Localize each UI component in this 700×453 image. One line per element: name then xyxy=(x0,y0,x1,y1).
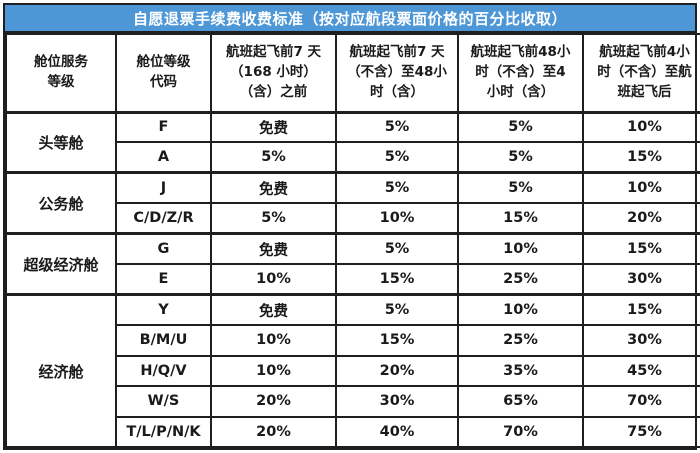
column-header-service-class: 舱位服务 等级 xyxy=(5,33,117,113)
column-header-before-7d: 航班起飞前7 天 （168 小时） （含）之前 xyxy=(210,33,337,113)
fee-cell: 10% xyxy=(457,293,584,327)
table-row: T/L/P/N/K 20% 40% 70% 75% xyxy=(6,415,700,449)
fare-code-cell: F xyxy=(115,110,212,144)
fare-code-cell: C/D/Z/R xyxy=(115,202,212,235)
fee-cell: 5% xyxy=(457,141,584,174)
fee-cell: 65% xyxy=(457,385,584,418)
column-header-within-4h: 航班起飞前4小 时（不含）至航 班起飞后 xyxy=(582,33,700,113)
fee-cell: 5% xyxy=(210,202,337,235)
fee-cell: 20% xyxy=(210,415,337,449)
fee-cell: 35% xyxy=(457,354,584,388)
fee-cell: 45% xyxy=(582,354,700,388)
fare-code-cell: G xyxy=(115,232,212,266)
fee-cell: 15% xyxy=(335,324,459,357)
fare-code-cell: T/L/P/N/K xyxy=(115,415,212,449)
cabin-class-cell: 超级经济舱 xyxy=(5,232,117,296)
table-row: 超级经济舱 G 免费 5% 10% 15% xyxy=(5,232,700,296)
fee-cell: 15% xyxy=(335,263,459,296)
fee-cell: 5% xyxy=(335,171,459,205)
table-row: E 10% 15% 25% 30% xyxy=(6,263,700,296)
fare-code-cell: B/M/U xyxy=(115,324,212,357)
fee-cell: 免费 xyxy=(210,293,337,327)
refund-fee-table: 舱位服务 等级 舱位等级 代码 航班起飞前7 天 （168 小时） （含）之前 … xyxy=(5,33,700,449)
fee-cell: 免费 xyxy=(210,232,337,266)
column-header-48h-to-4h: 航班起飞前48小 时（不含）至4 小时（含） xyxy=(457,33,584,113)
fee-cell: 25% xyxy=(457,263,584,296)
fee-cell: 20% xyxy=(582,202,700,235)
table-row: 头等舱 F 免费 5% 5% 10% xyxy=(5,110,700,174)
fee-cell: 10% xyxy=(335,202,459,235)
table-header-row: 舱位服务 等级 舱位等级 代码 航班起飞前7 天 （168 小时） （含）之前 … xyxy=(5,33,700,113)
fare-code-cell: A xyxy=(115,141,212,174)
fee-cell: 10% xyxy=(582,110,700,144)
fee-cell: 5% xyxy=(210,141,337,174)
fare-code-cell: W/S xyxy=(115,385,212,418)
fee-cell: 免费 xyxy=(210,110,337,144)
fee-cell: 5% xyxy=(457,110,584,144)
fee-cell: 15% xyxy=(582,141,700,174)
cabin-class-cell: 经济舱 xyxy=(5,293,117,449)
fee-cell: 5% xyxy=(335,293,459,327)
table-row: C/D/Z/R 5% 10% 15% 20% xyxy=(6,202,700,235)
cabin-class-cell: 公务舱 xyxy=(5,171,117,235)
fee-cell: 15% xyxy=(457,202,584,235)
fee-cell: 30% xyxy=(582,263,700,296)
fee-cell: 15% xyxy=(582,232,700,266)
table-row: A 5% 5% 5% 15% xyxy=(6,141,700,174)
cabin-class-cell: 头等舱 xyxy=(5,110,117,174)
fee-cell: 免费 xyxy=(210,171,337,205)
table-outer-frame: 自愿退票手续费收费标准（按对应航段票面价格的百分比收取） 舱位服务 等级 舱位等… xyxy=(3,3,700,450)
table-row: W/S 20% 30% 65% 70% xyxy=(6,385,700,418)
fare-code-cell: J xyxy=(115,171,212,205)
table-row: H/Q/V 10% 20% 35% 45% xyxy=(6,354,700,388)
fee-cell: 30% xyxy=(582,324,700,357)
column-header-7d-to-48h: 航班起飞前7 天 （不含）至48小 时（含） xyxy=(335,33,459,113)
fee-cell: 10% xyxy=(210,324,337,357)
fee-cell: 10% xyxy=(457,232,584,266)
table-row: 经济舱 Y 免费 5% 10% 15% xyxy=(5,293,700,449)
fee-cell: 5% xyxy=(335,232,459,266)
table-title: 自愿退票手续费收费标准（按对应航段票面价格的百分比收取） xyxy=(5,5,695,33)
fee-cell: 30% xyxy=(335,385,459,418)
fee-cell: 10% xyxy=(210,354,337,388)
fee-cell: 10% xyxy=(210,263,337,296)
fare-code-cell: H/Q/V xyxy=(115,354,212,388)
fee-cell: 25% xyxy=(457,324,584,357)
fee-cell: 15% xyxy=(582,293,700,327)
fee-cell: 10% xyxy=(582,171,700,205)
fare-code-cell: Y xyxy=(115,293,212,327)
fee-cell: 5% xyxy=(335,110,459,144)
fare-code-cell: E xyxy=(115,263,212,296)
fee-cell: 5% xyxy=(457,171,584,205)
table-row: 公务舱 J 免费 5% 5% 10% xyxy=(5,171,700,235)
fee-cell: 20% xyxy=(210,385,337,418)
fee-cell: 75% xyxy=(582,415,700,449)
fee-cell: 70% xyxy=(582,385,700,418)
fee-cell: 20% xyxy=(335,354,459,388)
fee-cell: 5% xyxy=(335,141,459,174)
fee-cell: 40% xyxy=(335,415,459,449)
table-row: B/M/U 10% 15% 25% 30% xyxy=(6,324,700,357)
column-header-fare-code: 舱位等级 代码 xyxy=(115,33,212,113)
fee-cell: 70% xyxy=(457,415,584,449)
